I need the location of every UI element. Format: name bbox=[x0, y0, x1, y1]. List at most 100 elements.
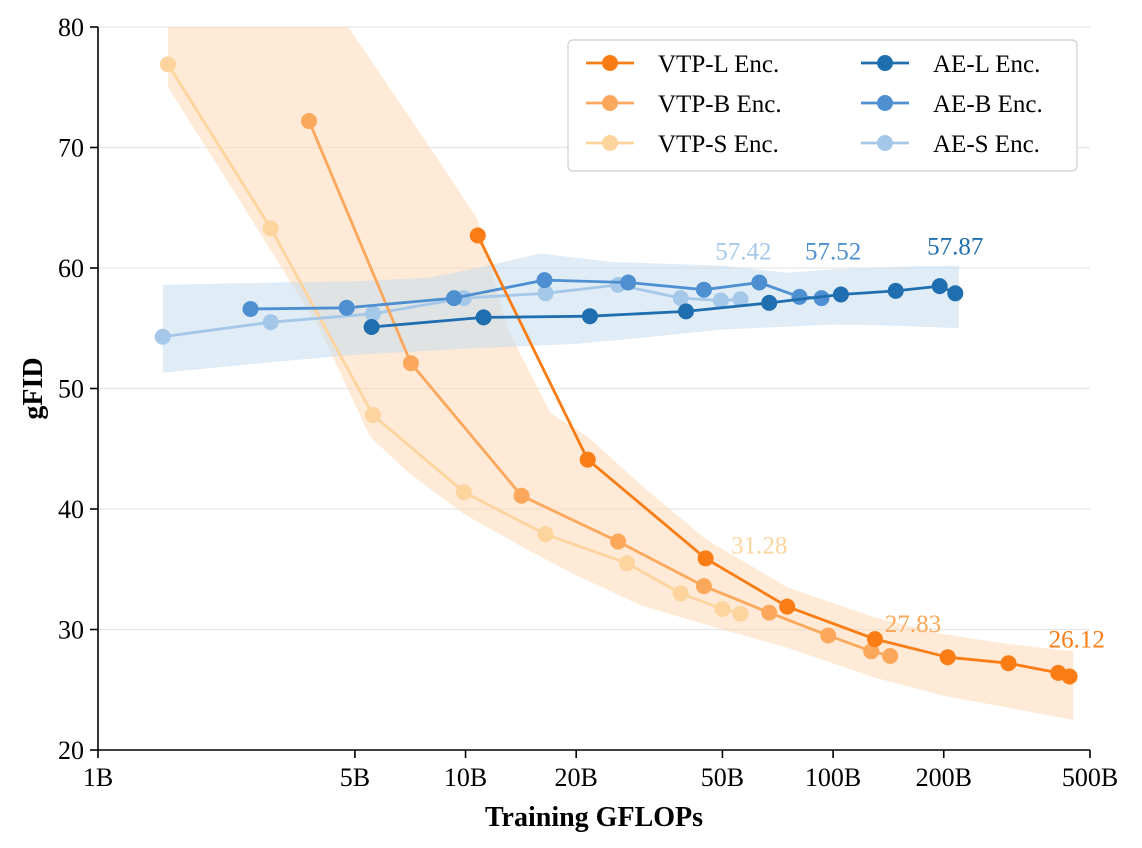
data-point-vtp-b-enc bbox=[695, 578, 712, 595]
x-tick-label: 100B bbox=[805, 763, 861, 792]
data-point-vtp-s-enc bbox=[672, 585, 689, 602]
data-point-vtp-b-enc bbox=[820, 627, 837, 644]
data-point-vtp-l-enc bbox=[1061, 668, 1078, 685]
data-point-ae-l-enc bbox=[475, 309, 492, 326]
data-point-ae-s-enc bbox=[537, 285, 554, 302]
data-point-vtp-s-enc bbox=[455, 484, 472, 501]
data-point-vtp-s-enc bbox=[365, 407, 381, 423]
data-point-vtp-s-enc bbox=[537, 526, 554, 543]
data-point-ae-s-enc bbox=[712, 292, 729, 309]
annotation-label: 27.83 bbox=[885, 611, 941, 638]
legend-swatch-marker bbox=[602, 55, 618, 71]
legend-swatch-marker bbox=[602, 95, 618, 111]
legend-swatch-marker bbox=[877, 135, 893, 151]
y-tick-label: 20 bbox=[58, 736, 84, 765]
legend-label: VTP-B Enc. bbox=[658, 91, 782, 118]
data-point-vtp-b-enc bbox=[863, 643, 880, 660]
annotation-label: 57.52 bbox=[805, 239, 861, 266]
data-point-vtp-s-enc bbox=[160, 56, 176, 73]
annotation-label: 57.42 bbox=[715, 239, 771, 266]
legend-label: VTP-L Enc. bbox=[658, 51, 779, 78]
legend-item-vtp-b-enc: VTP-B Enc. bbox=[586, 91, 782, 118]
legend-label: AE-B Enc. bbox=[933, 91, 1043, 118]
annotation-label: 31.28 bbox=[731, 533, 787, 560]
annotations: 57.42 57.52 57.87 31.28 27.83 26.12 bbox=[715, 234, 1105, 654]
data-point-vtp-l-enc bbox=[469, 227, 486, 244]
y-tick-label: 60 bbox=[58, 254, 84, 283]
x-axis-title: Training GFLOPs bbox=[485, 802, 703, 833]
data-point-ae-s-enc bbox=[672, 290, 689, 307]
x-tick-label: 5B bbox=[340, 763, 370, 792]
data-point-ae-b-enc bbox=[791, 288, 808, 305]
data-point-ae-s-enc bbox=[732, 291, 749, 308]
data-point-vtp-l-enc bbox=[939, 649, 956, 666]
legend-label: AE-L Enc. bbox=[933, 51, 1040, 78]
data-point-ae-b-enc bbox=[620, 274, 637, 291]
data-point-ae-l-enc bbox=[832, 286, 849, 303]
data-point-ae-l-enc bbox=[678, 303, 694, 320]
data-point-ae-l-enc bbox=[581, 308, 598, 325]
data-point-ae-s-enc bbox=[154, 328, 171, 345]
legend-item-ae-l-enc: AE-L Enc. bbox=[861, 51, 1040, 78]
legend-item-ae-b-enc: AE-B Enc. bbox=[861, 91, 1043, 118]
data-point-ae-b-enc bbox=[242, 301, 259, 317]
data-point-ae-b-enc bbox=[338, 299, 355, 316]
data-point-vtp-l-enc bbox=[779, 598, 796, 615]
data-point-ae-l-enc bbox=[947, 285, 964, 302]
legend-label: AE-S Enc. bbox=[933, 131, 1040, 158]
annotation-label: 26.12 bbox=[1049, 627, 1105, 654]
data-point-vtp-l-enc bbox=[579, 451, 596, 468]
legend-label: VTP-S Enc. bbox=[658, 131, 779, 158]
data-point-ae-b-enc bbox=[751, 274, 768, 291]
data-point-vtp-s-enc bbox=[619, 555, 635, 572]
x-tick-label: 500B bbox=[1062, 763, 1118, 792]
series-vtp-s-enc bbox=[160, 56, 749, 622]
x-tick-label: 10B bbox=[444, 763, 487, 792]
legend-box bbox=[567, 39, 1078, 172]
data-point-ae-l-enc bbox=[887, 282, 904, 299]
data-point-ae-s-enc bbox=[365, 305, 381, 322]
band-vtp-band bbox=[168, 27, 1074, 720]
y-tick-label: 80 bbox=[58, 13, 84, 42]
y-tick-label: 40 bbox=[58, 495, 84, 524]
axes: Training GFLOPs gFID 20 30 40 50 60 70 80 1B 5B 1… bbox=[18, 13, 1118, 833]
data-point-vtp-b-enc bbox=[301, 113, 317, 129]
data-point-ae-l-enc bbox=[761, 294, 778, 311]
x-tick-label: 50B bbox=[701, 763, 744, 792]
x-tick-label: 1B bbox=[83, 763, 113, 792]
data-point-vtp-l-enc bbox=[1000, 655, 1017, 672]
legend-swatch-marker bbox=[877, 95, 893, 111]
legend-item-ae-s-enc: AE-S Enc. bbox=[861, 131, 1040, 158]
y-tick-label: 70 bbox=[58, 134, 84, 163]
legend-item-vtp-l-enc: VTP-L Enc. bbox=[586, 51, 779, 78]
y-axis-title: gFID bbox=[18, 357, 49, 419]
data-point-ae-b-enc bbox=[536, 272, 553, 289]
y-tick-label: 50 bbox=[58, 375, 84, 404]
x-tick-label: 200B bbox=[916, 763, 972, 792]
data-point-ae-b-enc bbox=[446, 290, 462, 307]
data-point-vtp-l-enc bbox=[867, 631, 883, 648]
legend-item-vtp-s-enc: VTP-S Enc. bbox=[586, 131, 779, 158]
legend-swatch-marker bbox=[602, 135, 618, 151]
data-series bbox=[154, 56, 1078, 685]
data-point-vtp-s-enc bbox=[714, 601, 731, 617]
data-point-ae-s-enc bbox=[262, 314, 279, 331]
data-point-vtp-b-enc bbox=[513, 487, 530, 504]
data-point-vtp-b-enc bbox=[402, 355, 419, 372]
data-point-ae-l-enc bbox=[931, 278, 948, 295]
legend: VTP-L Enc. VTP-B Enc. VTP-S Enc. AE-L Enc. A… bbox=[567, 39, 1078, 172]
annotation-label: 57.87 bbox=[927, 234, 983, 261]
series-ae-l-enc bbox=[363, 278, 964, 335]
data-point-ae-b-enc bbox=[695, 281, 712, 298]
data-point-vtp-b-enc bbox=[610, 533, 627, 550]
y-tick-label: 30 bbox=[58, 616, 84, 645]
data-point-vtp-s-enc bbox=[732, 605, 749, 622]
data-point-vtp-b-enc bbox=[761, 604, 778, 621]
data-point-vtp-s-enc bbox=[262, 220, 279, 237]
legend-swatch-marker bbox=[877, 55, 893, 71]
data-point-ae-l-enc bbox=[363, 319, 380, 335]
data-point-vtp-l-enc bbox=[697, 550, 714, 567]
data-point-vtp-b-enc bbox=[882, 648, 899, 664]
